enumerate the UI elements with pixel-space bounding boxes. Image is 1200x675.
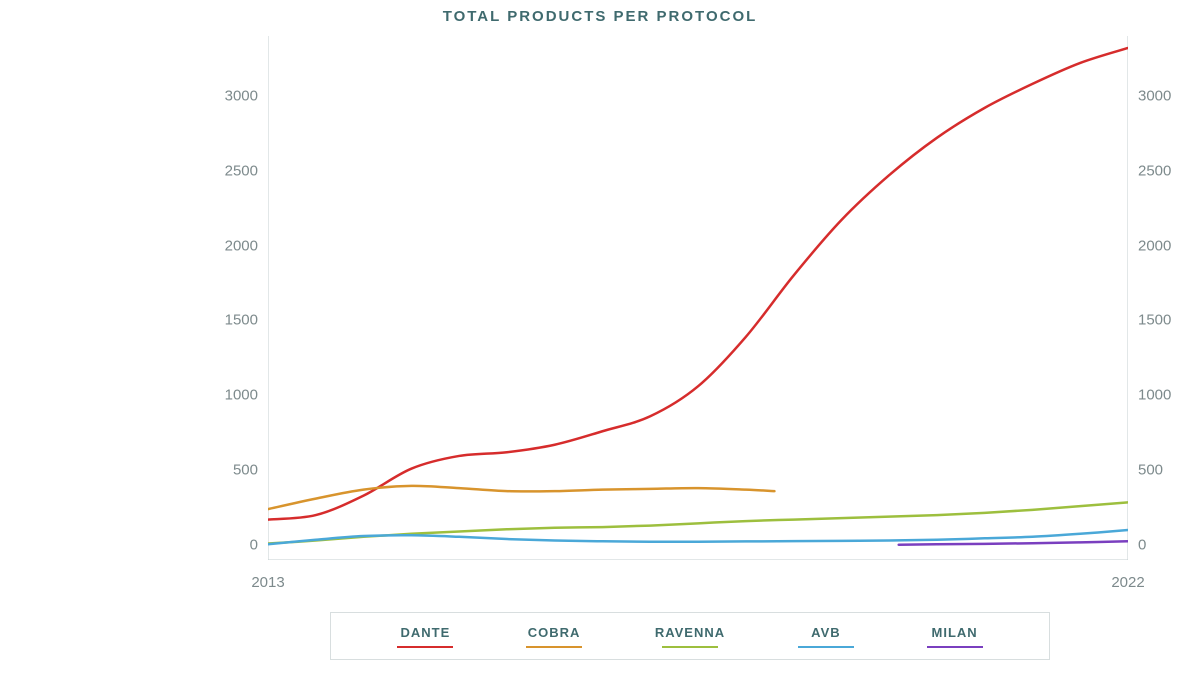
y-tick-right: 3000 <box>1138 87 1171 104</box>
series-line-dante <box>268 48 1128 520</box>
legend: DANTE COBRA RAVENNA AVB MILAN <box>330 612 1050 660</box>
legend-label: AVB <box>811 625 840 640</box>
legend-label: RAVENNA <box>655 625 725 640</box>
legend-label: DANTE <box>400 625 450 640</box>
y-tick-right: 2000 <box>1138 237 1171 254</box>
chart-title: TOTAL PRODUCTS PER PROTOCOL <box>0 8 1200 25</box>
y-tick-right: 2500 <box>1138 162 1171 179</box>
legend-swatch <box>397 646 453 648</box>
chart-container: TOTAL PRODUCTS PER PROTOCOL DANTE COBRA RA… <box>0 0 1200 675</box>
legend-swatch <box>662 646 718 648</box>
y-tick-left: 0 <box>250 537 258 554</box>
series-line-avb <box>268 530 1128 544</box>
legend-swatch <box>927 646 983 648</box>
y-tick-right: 500 <box>1138 462 1163 479</box>
legend-label: COBRA <box>528 625 581 640</box>
legend-item-ravenna[interactable]: RAVENNA <box>655 625 725 648</box>
legend-label: MILAN <box>932 625 978 640</box>
y-tick-left: 1500 <box>225 312 258 329</box>
y-tick-right: 1500 <box>1138 312 1171 329</box>
chart-plot-area <box>268 36 1128 560</box>
y-tick-left: 3000 <box>225 87 258 104</box>
y-tick-right: 1000 <box>1138 387 1171 404</box>
x-tick: 2013 <box>251 574 284 591</box>
y-tick-left: 1000 <box>225 387 258 404</box>
legend-swatch <box>526 646 582 648</box>
series-line-milan <box>899 541 1128 544</box>
y-tick-right: 0 <box>1138 537 1146 554</box>
y-tick-left: 2000 <box>225 237 258 254</box>
legend-item-milan[interactable]: MILAN <box>927 625 983 648</box>
x-tick: 2022 <box>1111 574 1144 591</box>
legend-swatch <box>798 646 854 648</box>
y-tick-left: 500 <box>233 462 258 479</box>
legend-item-avb[interactable]: AVB <box>798 625 854 648</box>
legend-item-dante[interactable]: DANTE <box>397 625 453 648</box>
legend-item-cobra[interactable]: COBRA <box>526 625 582 648</box>
y-tick-left: 2500 <box>225 162 258 179</box>
